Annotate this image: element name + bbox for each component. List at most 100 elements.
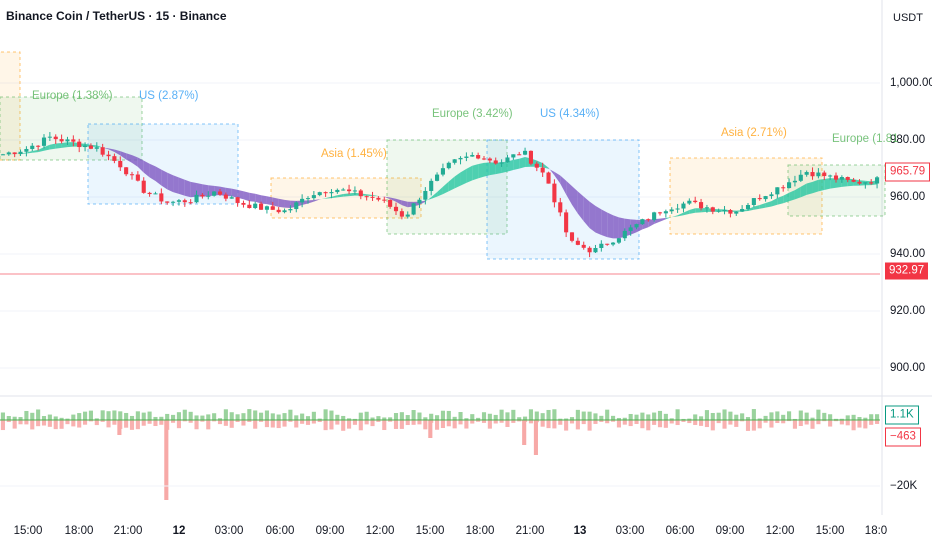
currency-label[interactable]: USDT [893, 12, 923, 24]
volume-down-bar [822, 420, 827, 422]
volume-up-bar [534, 411, 539, 420]
candle [687, 198, 692, 205]
volume-up-bar [663, 413, 668, 420]
volume-up-bar [605, 409, 610, 420]
volume-up-bar [47, 414, 52, 420]
volume-down-bar [458, 420, 463, 425]
candle-body [745, 204, 751, 209]
time-tick: 06:00 [665, 525, 695, 537]
candle [188, 199, 193, 205]
volume-down-bar [311, 420, 316, 424]
volume-up-bar [212, 413, 217, 420]
volume-down-bar [622, 420, 627, 425]
volume-up-bar [88, 410, 93, 420]
price-tick: 960.00 [890, 191, 926, 203]
candle-body [171, 201, 176, 203]
ema-ribbon-segment [683, 209, 690, 216]
candle [599, 240, 604, 252]
volume-up-bar [540, 413, 545, 420]
candle-body [417, 199, 422, 204]
volume-up-bar [347, 418, 352, 420]
volume-up-bar [628, 413, 633, 420]
volume-down-bar [112, 420, 117, 425]
candle [429, 178, 434, 196]
volume-up-bar [253, 410, 258, 420]
volume-down-bar [575, 420, 580, 430]
ema-ribbon-segment [343, 193, 350, 197]
candle [129, 171, 135, 180]
candle-body [194, 194, 199, 203]
volume-down-bar [323, 420, 328, 431]
volume-spike [117, 420, 122, 435]
volume-down-bar [212, 420, 217, 422]
candle [300, 194, 305, 208]
volume-down-bar [845, 420, 850, 426]
volume-up-bar [487, 413, 492, 420]
ema-ribbon-segment [577, 191, 584, 222]
volume-down-bar [634, 420, 639, 424]
candle [393, 202, 399, 215]
volume-up-bar [499, 409, 504, 420]
ema-ribbon-segment [677, 212, 684, 217]
candle [94, 142, 99, 152]
ema-ribbon-segment [284, 199, 291, 208]
candle [511, 154, 516, 160]
volume-down-bar [288, 420, 293, 422]
candle [769, 192, 774, 199]
candle [440, 163, 445, 177]
volume-down-bar [147, 420, 152, 424]
price-tick: 1,000.00 [890, 77, 932, 89]
ema-ribbon-segment [519, 156, 526, 169]
volume-up-bar [24, 410, 29, 420]
volume-up-bar [675, 409, 680, 420]
ema-ribbon-segment [748, 206, 754, 211]
candle-body [411, 203, 416, 215]
candle-body [599, 243, 604, 248]
volume-down-bar [587, 420, 592, 431]
ema-ribbon-segment [759, 202, 766, 209]
candle-body [781, 187, 786, 189]
ema-ribbon-segment [466, 165, 473, 183]
volume-spike [533, 420, 538, 455]
ema-ribbon-segment [701, 208, 707, 213]
volume-up-bar [65, 418, 70, 420]
ema-ribbon-segment [484, 162, 490, 177]
volume-down-bar [206, 420, 211, 430]
candle-body [165, 201, 170, 203]
volume-up-bar [36, 409, 41, 420]
volume-up-bar [775, 411, 780, 420]
ema-ribbon-segment [96, 145, 103, 148]
volume-up-bar [869, 414, 874, 420]
ema-ribbon-segment [38, 147, 44, 153]
volume-up-bar [816, 409, 821, 420]
candle [804, 170, 809, 177]
ema-ribbon-segment [783, 192, 790, 204]
candle [464, 152, 469, 162]
candle-body [552, 183, 557, 203]
candle [212, 191, 217, 197]
ema-ribbon-segment [765, 201, 772, 208]
volume-down-bar [94, 420, 99, 426]
volume-down-bar [47, 420, 52, 427]
symbol-title[interactable]: Binance Coin / TetherUS · 15 · Binance [6, 9, 227, 23]
volume-down-bar [710, 420, 715, 431]
volume-down-bar [828, 420, 833, 427]
volume-up-bar [528, 409, 533, 420]
candle-body [118, 160, 123, 168]
volume-down-bar [88, 420, 93, 422]
volume-down-bar [305, 420, 311, 425]
candle [628, 224, 633, 236]
candle [65, 136, 70, 145]
volume-up-bar [587, 411, 592, 420]
time-tick: 15:00 [415, 525, 445, 537]
volume-tick: −20K [890, 480, 918, 492]
candle-body [88, 145, 93, 149]
candle-body [669, 209, 674, 212]
volume-up-bar [147, 411, 152, 420]
volume-down-bar [857, 420, 862, 428]
volume-down-bar [153, 420, 158, 427]
candle [388, 199, 393, 209]
ema-ribbon-segment [266, 196, 273, 206]
